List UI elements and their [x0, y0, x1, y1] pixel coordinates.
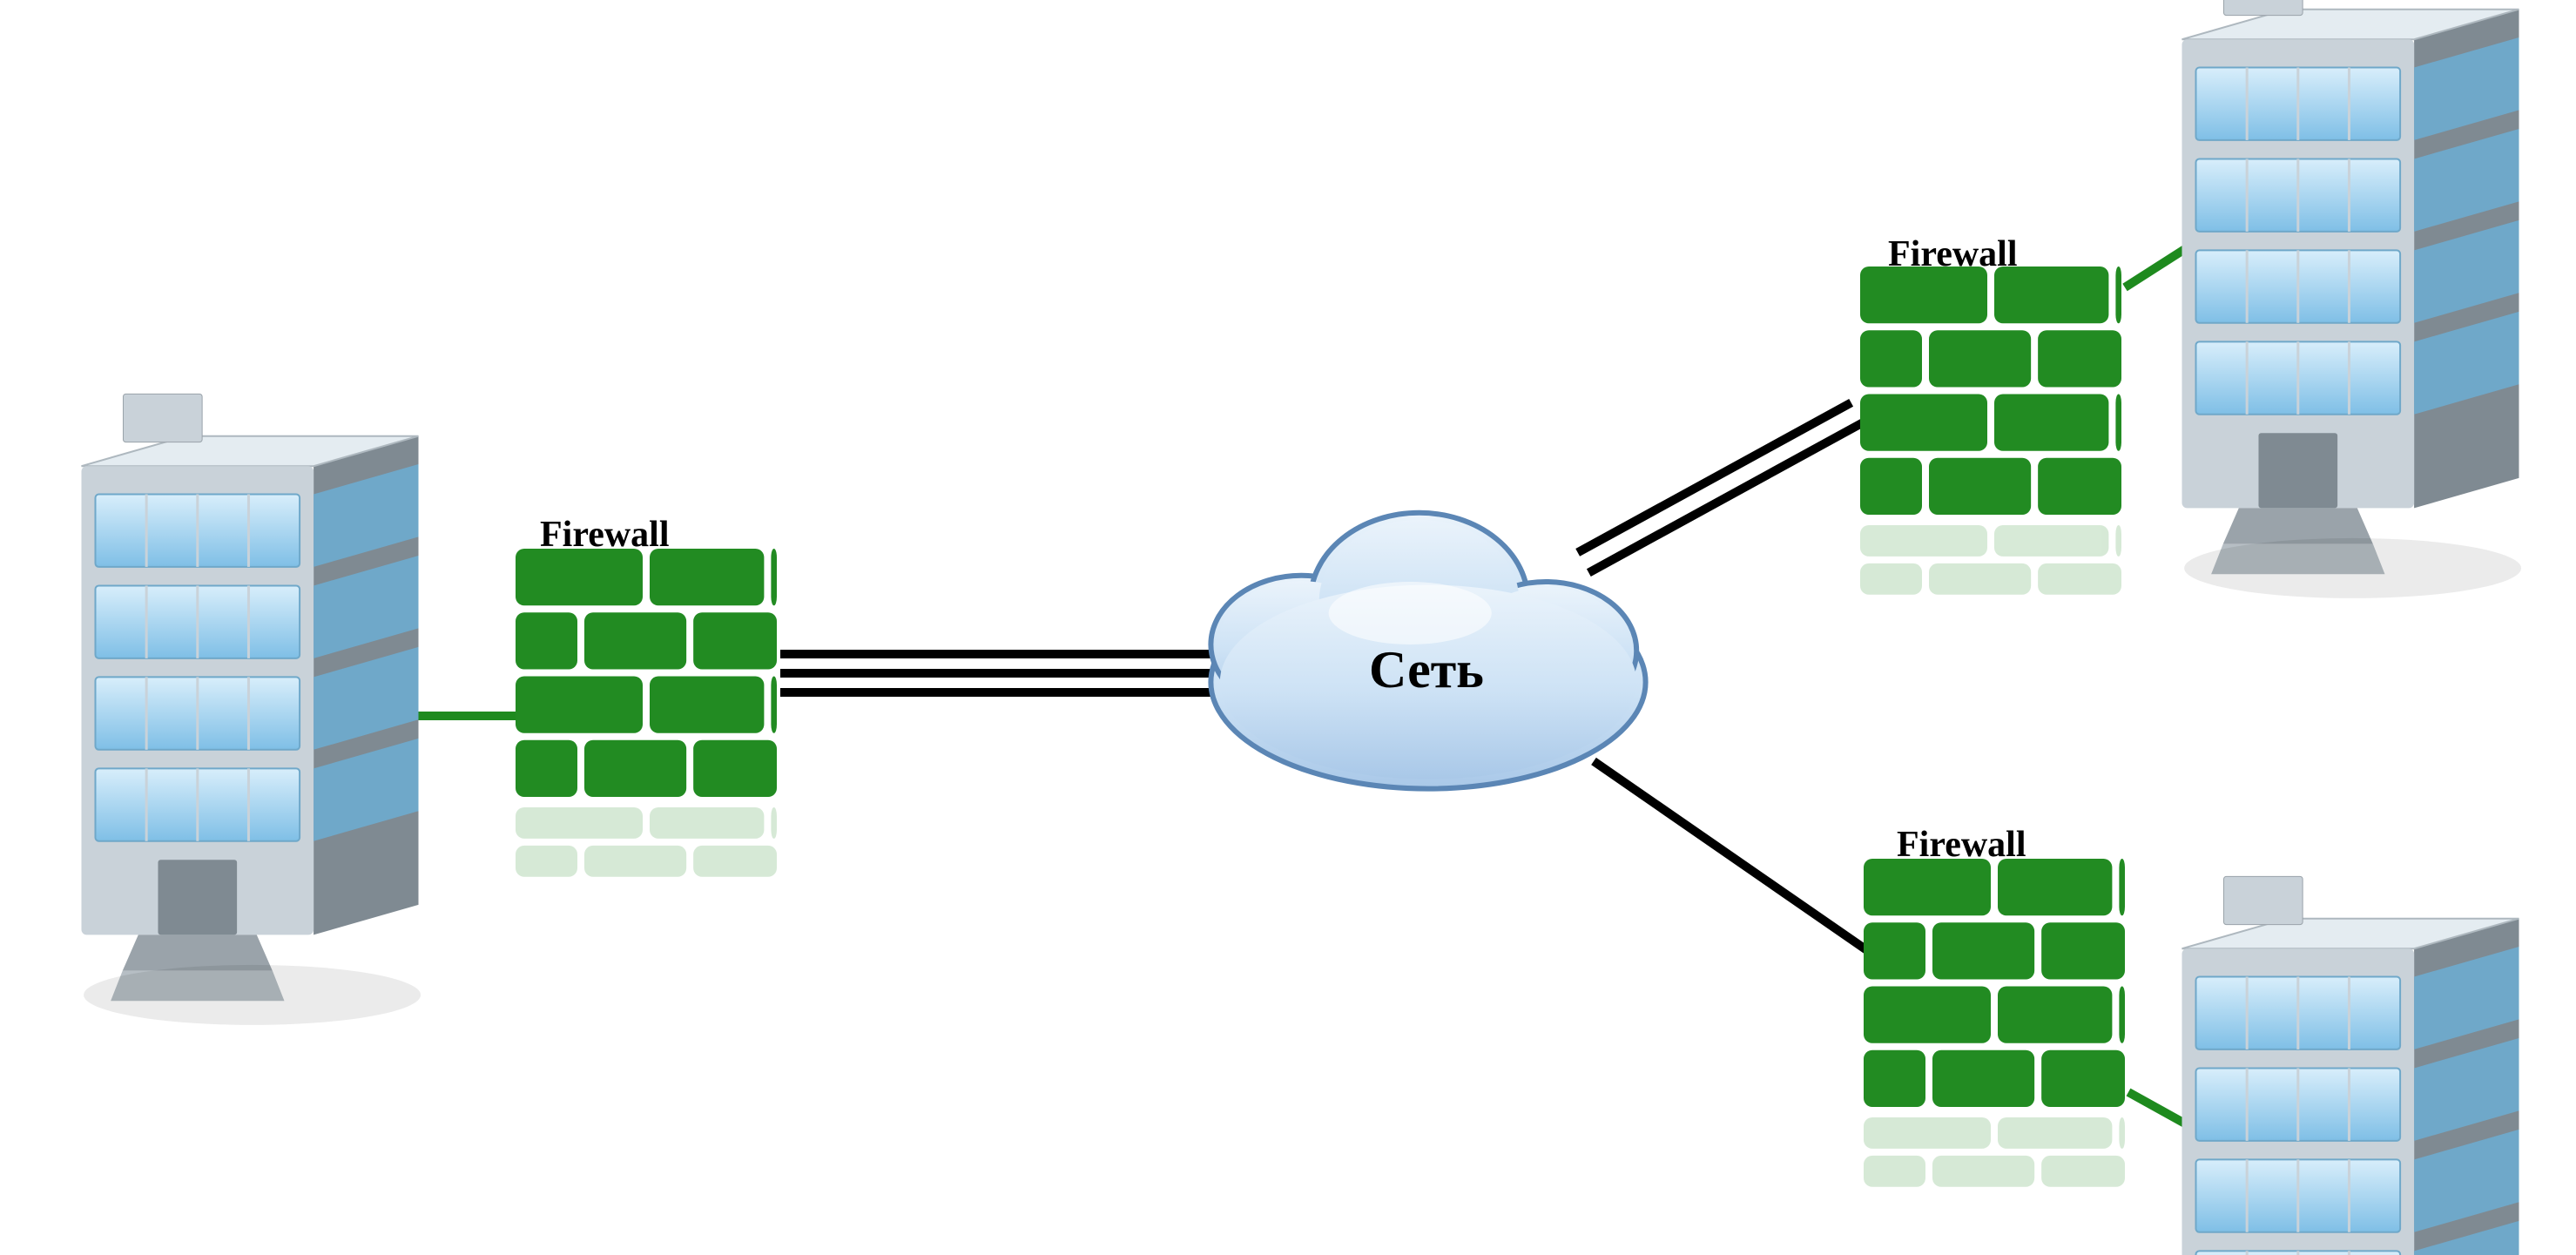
- firewall-icon: [516, 549, 777, 797]
- nodes-layer: [0, 0, 2576, 1255]
- firewall-icon: [1864, 859, 2125, 1107]
- firewall-bottom-right-label: Firewall: [1897, 824, 2026, 866]
- firewall-reflection: [1864, 1117, 2125, 1187]
- firewall-icon: [1860, 267, 2121, 515]
- building-icon: [2182, 0, 2522, 598]
- cloud-label: Сеть: [1369, 640, 1484, 700]
- firewall-top-right-label: Firewall: [1888, 233, 2018, 275]
- network-diagram: Сеть Firewall Firewall Firewall: [0, 0, 2576, 1255]
- building-icon: [82, 394, 421, 1025]
- building-icon: [2182, 876, 2522, 1255]
- firewall-reflection: [516, 807, 777, 877]
- firewall-reflection: [1860, 525, 2121, 595]
- firewall-left-label: Firewall: [540, 514, 670, 556]
